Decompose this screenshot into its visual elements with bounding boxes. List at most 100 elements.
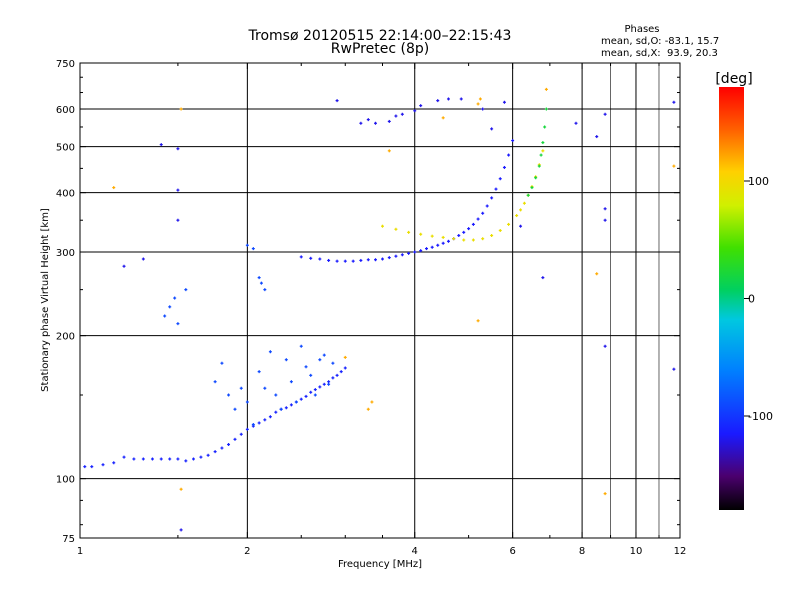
data-point bbox=[478, 97, 482, 101]
data-point bbox=[543, 125, 547, 129]
data-point bbox=[343, 259, 347, 263]
data-point bbox=[502, 165, 506, 169]
plot-area bbox=[79, 62, 681, 539]
data-point bbox=[467, 227, 471, 231]
data-point bbox=[245, 243, 249, 247]
data-point bbox=[485, 204, 489, 208]
data-point bbox=[603, 492, 607, 496]
colorbar-tick-label: 100 bbox=[748, 175, 769, 188]
data-point bbox=[481, 237, 485, 241]
phases-x-line: mean, sd,X: 93.9, 20.3 bbox=[601, 48, 718, 59]
data-point bbox=[462, 238, 466, 242]
data-point bbox=[419, 104, 423, 108]
data-point bbox=[380, 257, 384, 261]
data-point bbox=[430, 245, 434, 249]
data-point bbox=[284, 406, 288, 410]
series-o-mode-trace-f-layer- bbox=[299, 139, 515, 263]
x-tick-label: 2 bbox=[244, 546, 250, 557]
data-point bbox=[413, 109, 417, 113]
data-point bbox=[476, 217, 480, 221]
data-point bbox=[519, 208, 523, 212]
series-scattered-echoes bbox=[122, 97, 676, 532]
data-point bbox=[289, 403, 293, 407]
data-point bbox=[526, 193, 530, 197]
data-point bbox=[168, 457, 172, 461]
data-point bbox=[490, 196, 494, 200]
data-point bbox=[494, 187, 498, 191]
data-point bbox=[481, 211, 485, 215]
data-point bbox=[672, 100, 676, 104]
data-point bbox=[515, 214, 519, 218]
data-point bbox=[425, 247, 429, 251]
data-point bbox=[122, 264, 126, 268]
data-point bbox=[132, 457, 136, 461]
colorbar: [deg] 100 0 -100 bbox=[715, 71, 773, 510]
data-point bbox=[176, 322, 180, 326]
data-point bbox=[141, 457, 145, 461]
data-point bbox=[83, 465, 87, 469]
data-point bbox=[299, 344, 303, 348]
data-point bbox=[351, 259, 355, 263]
data-point bbox=[539, 153, 543, 157]
data-point bbox=[507, 153, 511, 157]
data-point bbox=[498, 228, 502, 232]
phases-o-line: mean, sd,O: -83.1, 15.7 bbox=[601, 36, 719, 47]
data-point bbox=[274, 410, 278, 414]
data-point bbox=[672, 164, 676, 168]
data-point bbox=[220, 361, 224, 365]
phases-legend: Phases mean, sd,O: -83.1, 15.7 mean, sd,… bbox=[601, 24, 719, 59]
data-point bbox=[245, 400, 249, 404]
colorbar-tick-label: 0 bbox=[748, 293, 755, 306]
data-point bbox=[436, 99, 440, 103]
data-point bbox=[519, 224, 523, 228]
data-point bbox=[176, 218, 180, 222]
data-point bbox=[343, 355, 347, 359]
y-axis-label: Stationary phase Virtual Height [km] bbox=[40, 208, 51, 392]
data-point bbox=[122, 455, 126, 459]
data-point bbox=[457, 234, 461, 238]
series-oblique-clutter bbox=[163, 243, 335, 427]
data-point bbox=[419, 232, 423, 236]
data-point bbox=[213, 380, 217, 384]
data-point bbox=[309, 390, 313, 394]
x-tick-label: 10 bbox=[630, 546, 643, 557]
data-point bbox=[304, 365, 308, 369]
colorbar-tick-label: -100 bbox=[748, 410, 773, 423]
data-point bbox=[309, 256, 313, 260]
data-point bbox=[441, 116, 445, 120]
data-point bbox=[459, 97, 463, 101]
data-point bbox=[541, 149, 545, 153]
data-point bbox=[304, 394, 308, 398]
data-point bbox=[530, 186, 534, 190]
data-point bbox=[394, 114, 398, 118]
data-point bbox=[227, 393, 231, 397]
data-point bbox=[394, 227, 398, 231]
data-point bbox=[251, 247, 255, 251]
data-point bbox=[387, 256, 391, 260]
data-point bbox=[537, 164, 541, 168]
data-point bbox=[407, 251, 411, 255]
data-point bbox=[239, 386, 243, 390]
data-point bbox=[541, 141, 545, 145]
data-point bbox=[373, 258, 377, 262]
data-point bbox=[279, 407, 283, 411]
data-point bbox=[294, 400, 298, 404]
data-point bbox=[257, 421, 261, 425]
data-point bbox=[462, 230, 466, 234]
data-point bbox=[471, 222, 475, 226]
chart-subtitle: RwPretec (8p) bbox=[331, 41, 429, 57]
data-point bbox=[603, 207, 607, 211]
data-point bbox=[471, 238, 475, 242]
data-point bbox=[595, 272, 599, 276]
data-point bbox=[112, 186, 116, 190]
data-point bbox=[400, 112, 404, 116]
data-point bbox=[441, 241, 445, 245]
data-point bbox=[476, 319, 480, 323]
data-point bbox=[318, 385, 322, 389]
y-tick-label: 200 bbox=[56, 332, 75, 343]
data-point bbox=[387, 149, 391, 153]
data-point bbox=[366, 258, 370, 262]
